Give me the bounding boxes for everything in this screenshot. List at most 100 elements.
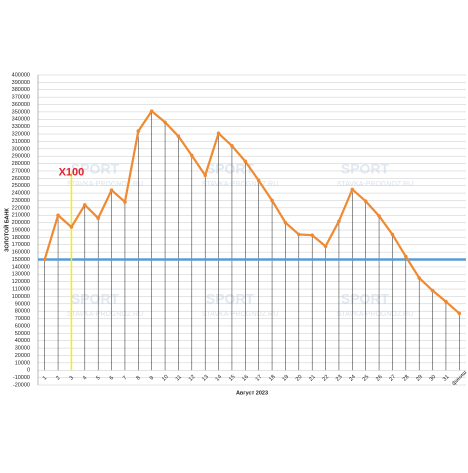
y-tick-label: 80000 [15, 309, 30, 315]
x-tick-label: 6 [109, 375, 115, 381]
data-point [417, 276, 421, 280]
data-point [230, 144, 234, 148]
x-tick-label: 12 [188, 374, 197, 383]
y-tick-label: 350000 [12, 109, 30, 115]
x-tick-label: 25 [362, 374, 371, 383]
x-tick-label: финиш [451, 369, 468, 386]
x-tick-label: 23 [335, 374, 344, 383]
data-point [42, 257, 47, 262]
data-point [96, 216, 100, 220]
x-tick-label: 21 [308, 374, 317, 383]
y-tick-label: 170000 [12, 242, 30, 248]
y-tick-label: 380000 [12, 87, 30, 93]
watermark: SPORT [341, 291, 390, 307]
y-tick-label: 150000 [12, 257, 30, 263]
y-tick-label: 200000 [12, 220, 30, 226]
y-tick-label: 50000 [15, 331, 30, 337]
watermark: STAVKA-PROGNOZ.RU [67, 181, 143, 188]
y-axis-title: ЗОЛОТОЙ БАНК [2, 208, 10, 252]
y-tick-label: 120000 [12, 279, 30, 285]
watermark: STAVKA-PROGNOZ.RU [337, 181, 413, 188]
data-point [430, 288, 435, 293]
x-tick-label: 14 [215, 374, 224, 383]
y-tick-label: 300000 [12, 146, 30, 152]
y-tick-label: 10000 [15, 360, 30, 366]
y-tick-label: 370000 [12, 95, 30, 101]
data-point [56, 213, 60, 218]
x-tick-label: 28 [402, 374, 411, 383]
data-point [390, 232, 395, 237]
x-tick-label: 1 [42, 375, 48, 381]
watermark: STAVKA-PROGNOZ.RU [337, 311, 413, 318]
data-point [149, 109, 154, 113]
y-tick-label: 110000 [12, 287, 30, 293]
data-point [163, 120, 167, 125]
annotation: X100 [59, 166, 85, 178]
x-tick-label: 8 [135, 375, 141, 381]
data-point [404, 254, 408, 259]
y-tick-label: 290000 [12, 154, 30, 160]
x-tick-label: 18 [268, 374, 277, 383]
y-tick-label: 400000 [12, 72, 30, 78]
data-point [123, 200, 127, 204]
x-tick-label: 10 [161, 374, 170, 383]
watermark: SPORT [341, 161, 390, 177]
y-tick-label: 180000 [12, 235, 30, 241]
x-tick-label: 4 [82, 375, 88, 381]
y-tick-label: 320000 [12, 132, 30, 138]
y-tick-label: -10000 [13, 375, 30, 381]
series-line [43, 109, 461, 315]
y-tick-label: -20000 [13, 382, 30, 388]
data-point [337, 219, 341, 223]
y-tick-label: 280000 [12, 161, 30, 167]
x-tick-label: 27 [388, 374, 397, 383]
data-point [444, 299, 448, 304]
data-point [176, 134, 181, 139]
y-tick-label: 240000 [12, 191, 30, 197]
x-tick-label: 26 [375, 374, 384, 383]
y-tick-label: 220000 [12, 205, 30, 211]
y-tick-label: 260000 [12, 176, 30, 182]
x-tick-label: 22 [322, 374, 331, 383]
y-tick-label: 390000 [12, 80, 30, 86]
watermark: STAVKA-PROGNOZ.RU [202, 311, 278, 318]
y-tick-label: 250000 [12, 183, 30, 189]
y-tick-label: 40000 [15, 338, 30, 344]
x-tick-label: 29 [415, 374, 424, 383]
y-tick-label: 230000 [12, 198, 30, 204]
watermark: SPORT [71, 161, 120, 177]
x-tick-label: 20 [295, 374, 304, 383]
y-tick-label: 330000 [12, 124, 30, 130]
data-point [203, 173, 207, 178]
x-tick-label: 16 [241, 374, 250, 383]
data-point [256, 178, 261, 183]
data-point [297, 232, 301, 237]
watermark: STAVKA-PROGNOZ.RU [67, 311, 143, 318]
y-tick-label: 20000 [15, 353, 30, 359]
data-point [377, 214, 381, 218]
x-tick-label: 30 [429, 374, 438, 383]
watermark: SPORT [206, 161, 255, 177]
data-point [283, 220, 288, 225]
x-tick-label: 31 [442, 374, 451, 383]
x-tick-label: 9 [149, 375, 155, 381]
data-point [69, 225, 74, 229]
x-tick-label: 11 [175, 374, 183, 382]
data-point [350, 187, 355, 192]
watermark: STAVKA-PROGNOZ.RU [202, 181, 278, 188]
y-tick-label: 100000 [12, 294, 30, 300]
y-tick-label: 130000 [12, 272, 30, 278]
x-tick-label: 19 [281, 374, 290, 383]
data-point [457, 311, 462, 316]
x-tick-label: 17 [255, 374, 264, 383]
data-point [136, 129, 141, 133]
y-tick-label: 160000 [12, 250, 30, 256]
x-tick-label: 5 [95, 375, 101, 381]
data-point [323, 244, 328, 249]
data-point [109, 188, 114, 192]
x-axis-title: Август 2023 [236, 390, 268, 396]
data-point [363, 199, 368, 204]
y-tick-label: 0 [27, 368, 30, 374]
data-point [270, 198, 274, 203]
watermark: SPORT [206, 291, 255, 307]
